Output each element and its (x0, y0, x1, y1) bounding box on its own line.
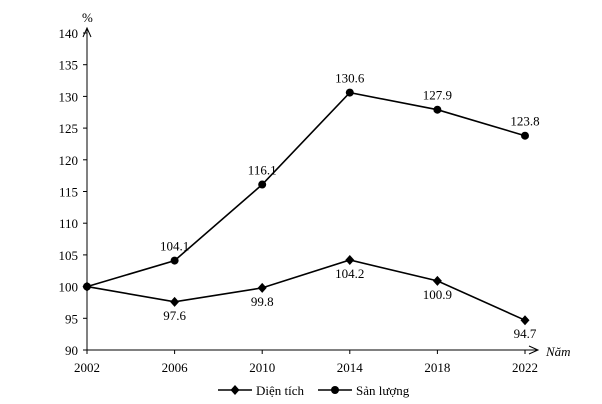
y-tick-label: 140 (59, 26, 79, 41)
data-point-diamond (345, 254, 355, 265)
data-point-circle (345, 88, 354, 97)
data-point-diamond (432, 275, 442, 286)
y-axis-unit: % (82, 10, 93, 25)
x-tick-label: 2010 (249, 360, 275, 375)
y-tick-label: 90 (65, 343, 78, 358)
legend-label-dien-tich: Diện tích (256, 383, 305, 398)
data-labels: 97.6 99.8 104.2 100.9 94.7 104.1 116.1 130.6 127… (160, 71, 540, 342)
y-tick-label: 135 (59, 58, 79, 73)
data-label: 104.1 (160, 239, 189, 254)
x-axis-arrow (528, 345, 540, 355)
data-point-diamond (257, 282, 267, 293)
series-markers (82, 88, 530, 326)
data-point-circle (83, 282, 91, 291)
data-point-circle (433, 105, 442, 114)
data-point-diamond (170, 296, 180, 307)
legend-label-san-luong: Sản lượng (356, 383, 410, 398)
x-tick-label: 2014 (337, 360, 364, 375)
data-label: 100.9 (423, 287, 452, 302)
x-tick-label: 2006 (162, 360, 189, 375)
series-line-dien-tich (86, 259, 526, 321)
data-label: 97.6 (163, 308, 186, 323)
data-point-circle (521, 131, 529, 140)
x-tick-label: 2022 (512, 360, 538, 375)
data-label: 104.2 (335, 266, 364, 281)
data-label: 94.7 (514, 326, 537, 341)
data-label: 127.9 (423, 88, 452, 103)
data-label: 123.8 (510, 114, 539, 129)
y-tick-label: 120 (59, 153, 79, 168)
chart-axes (82, 26, 540, 355)
data-label: 116.1 (248, 163, 277, 178)
legend-marker-circle (331, 386, 339, 394)
data-point-diamond (520, 315, 530, 326)
data-point-circle (258, 180, 267, 189)
y-tick-label: 100 (59, 280, 79, 295)
data-label: 99.8 (251, 294, 274, 309)
y-tick-label: 130 (59, 89, 79, 104)
series-line-san-luong (86, 91, 526, 288)
series-lines (86, 91, 526, 321)
legend-marker-diamond (230, 385, 240, 395)
x-tick-label: 2002 (74, 360, 100, 375)
y-tick-label: 105 (59, 248, 79, 263)
x-tick-label: 2018 (424, 360, 450, 375)
legend: Diện tích Sản lượng (218, 383, 410, 398)
y-tick-label: 110 (59, 216, 78, 231)
y-tick-label: 125 (59, 121, 79, 136)
y-axis-ticks: 90 95 100 105 110 115 120 125 130 135 140 (59, 26, 87, 358)
data-point-circle (170, 256, 179, 265)
y-axis-arrow (82, 26, 92, 38)
x-axis-unit: Năm (545, 344, 571, 359)
x-axis-ticks: 2002 2006 2010 2014 2018 2022 (74, 350, 538, 375)
data-label: 130.6 (335, 71, 365, 86)
y-tick-label: 115 (59, 185, 78, 200)
y-tick-label: 95 (65, 311, 78, 326)
